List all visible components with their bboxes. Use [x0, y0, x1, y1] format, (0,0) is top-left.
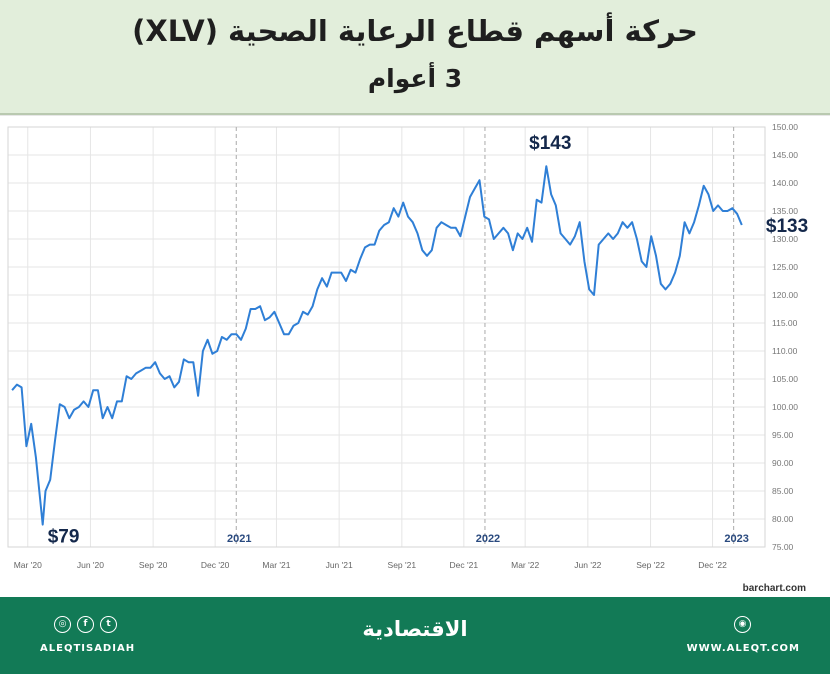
globe-icon[interactable]: ◉	[734, 616, 751, 633]
y-tick-label: 90.00	[772, 458, 794, 468]
price-annotation: $143	[529, 133, 571, 154]
facebook-icon[interactable]: f	[77, 616, 94, 633]
price-annotation: $79	[48, 527, 80, 548]
chart-area: 75.00 80.00 85.00 90.00 95.00 100.00 105.00 110…	[0, 115, 830, 597]
footer: ◎ f t ALEQTISADIAH الاقتصادية ◉ WWW.ALEQ…	[0, 597, 830, 674]
x-tick-label: Mar '20	[14, 560, 42, 570]
x-tick-label: Mar '22	[511, 560, 539, 570]
y-tick-label: 95.00	[772, 430, 794, 440]
price-annotation: $133	[766, 216, 808, 237]
chart-subtitle: 3 أعوام	[367, 64, 463, 93]
x-tick-label: Dec '20	[201, 560, 230, 570]
instagram-icon[interactable]: ◎	[54, 616, 71, 633]
y-tick-label: 120.00	[772, 290, 798, 300]
brand-logo: الاقتصادية	[362, 617, 468, 641]
website-link[interactable]: WWW.ALEQT.COM	[686, 643, 800, 654]
x-tick-label: Sep '20	[139, 560, 168, 570]
x-tick-label: Jun '21	[326, 560, 353, 570]
x-tick-label: Dec '21	[450, 560, 479, 570]
year-label: 2023	[724, 533, 748, 545]
source-label: barchart.com	[742, 583, 806, 594]
twitter-icon[interactable]: t	[100, 616, 117, 633]
y-tick-label: 125.00	[772, 262, 798, 272]
y-tick-label: 80.00	[772, 514, 794, 524]
price-line	[11, 165, 743, 526]
y-tick-label: 105.00	[772, 374, 798, 384]
y-tick-label: 135.00	[772, 206, 798, 216]
chart-title: حركة أسهم قطاع الرعاية الصحية (XLV)	[132, 14, 698, 48]
y-tick-label: 150.00	[772, 122, 798, 132]
x-tick-label: Dec '22	[698, 560, 727, 570]
plot-frame	[7, 126, 766, 548]
y-tick-label: 140.00	[772, 178, 798, 188]
y-tick-label: 75.00	[772, 542, 794, 552]
web-icons: ◉	[734, 616, 751, 633]
y-tick-label: 145.00	[772, 150, 798, 160]
y-tick-label: 100.00	[772, 402, 798, 412]
x-tick-label: Sep '21	[388, 560, 417, 570]
social-handle[interactable]: ALEQTISADIAH	[40, 643, 136, 654]
x-tick-label: Mar '21	[262, 560, 290, 570]
year-label: 2021	[227, 533, 251, 545]
social-icons: ◎ f t	[54, 616, 117, 633]
x-tick-label: Sep '22	[636, 560, 665, 570]
year-label: 2022	[476, 533, 500, 545]
x-tick-label: Jun '22	[574, 560, 601, 570]
y-tick-label: 130.00	[772, 234, 798, 244]
chart-header: حركة أسهم قطاع الرعاية الصحية (XLV) 3 أع…	[0, 0, 830, 115]
line-chart: 75.00 80.00 85.00 90.00 95.00 100.00 105.00 110…	[0, 115, 830, 570]
x-tick-label: Jun '20	[77, 560, 104, 570]
y-tick-label: 110.00	[772, 346, 798, 356]
y-tick-label: 115.00	[772, 318, 798, 328]
y-tick-label: 85.00	[772, 486, 794, 496]
